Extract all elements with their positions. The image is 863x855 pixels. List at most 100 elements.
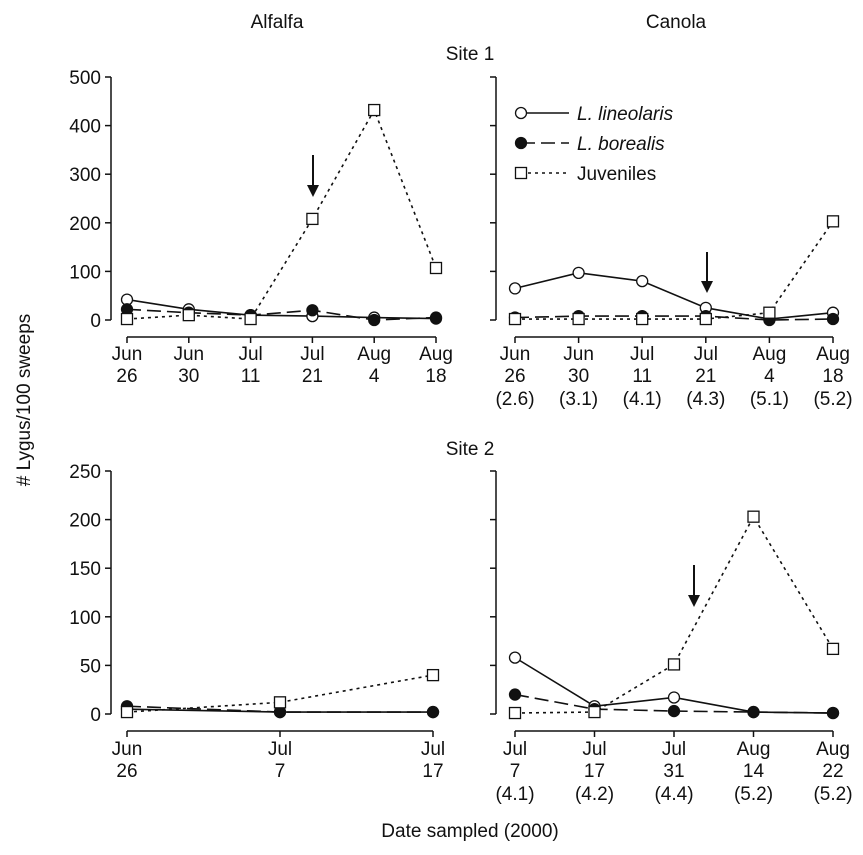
marker (826, 215, 840, 228)
x-tick-label: Jun 26 (500, 344, 531, 387)
series-line (514, 315, 834, 321)
marker (182, 308, 195, 322)
x-tick-note: (4.4) (654, 784, 693, 805)
y-tick-label: 200 (69, 511, 101, 532)
x-tick-label: Jul 7 (268, 739, 292, 782)
marker (368, 313, 381, 327)
marker (763, 306, 776, 319)
y-tick-label: 150 (69, 559, 101, 580)
y-tick-label: 500 (69, 68, 101, 89)
x-tick-label: Aug 18 (419, 344, 453, 387)
y-tick-label: 100 (69, 262, 101, 283)
x-tick-label: Jun 30 (563, 344, 594, 387)
series-line (514, 515, 834, 714)
x-tick-label: Jun 26 (112, 739, 143, 782)
y-tick-label: 0 (90, 311, 101, 332)
x-tick-note: (2.6) (495, 389, 534, 410)
x-tick-note: (5.1) (750, 389, 789, 410)
marker (508, 651, 522, 664)
marker (667, 658, 681, 671)
x-tick-label: Jul 7 (503, 739, 527, 782)
legend-label: Juveniles (577, 164, 656, 185)
series-line (126, 108, 437, 320)
legend-label: L. lineolaris (577, 104, 674, 125)
marker (699, 312, 712, 326)
y-tick-label: 100 (69, 608, 101, 629)
x-tick-note: (5.2) (813, 784, 852, 805)
x-tick-label: Aug 18 (816, 344, 850, 387)
series-line (126, 308, 437, 321)
arrow-head (688, 595, 700, 607)
marker (120, 312, 134, 326)
marker (588, 705, 601, 719)
series-line (515, 220, 834, 320)
marker (429, 261, 443, 275)
marker (306, 304, 319, 317)
marker (508, 688, 522, 701)
x-tick-label: Jul 17 (421, 739, 445, 782)
x-tick-note: (4.1) (495, 784, 534, 805)
marker (508, 282, 522, 295)
x-tick-note: (3.1) (559, 389, 598, 410)
column-title: Canola (646, 12, 707, 33)
marker (826, 706, 840, 720)
marker (667, 704, 681, 718)
marker (826, 642, 840, 656)
marker (508, 706, 522, 720)
x-tick-note: (4.2) (575, 784, 614, 805)
y-axis-label: # Lygus/100 sweeps (14, 314, 35, 487)
row-title: Site 2 (446, 439, 495, 460)
x-tick-label: Jul 31 (662, 739, 686, 782)
x-axis-label: Date sampled (2000) (381, 821, 558, 842)
y-tick-label: 250 (69, 462, 101, 483)
legend-label: L. borealis (577, 134, 665, 155)
x-tick-label: Aug 14 (737, 739, 771, 782)
marker (747, 705, 760, 719)
column-title: Alfalfa (251, 12, 304, 33)
marker (514, 106, 528, 120)
marker (426, 705, 440, 719)
arrow-head (701, 281, 713, 293)
y-tick-label: 50 (80, 656, 101, 677)
x-tick-label: Jun 30 (173, 344, 204, 387)
x-tick-label: Jul 11 (630, 344, 654, 387)
series-line (514, 272, 834, 320)
marker (508, 312, 522, 326)
x-tick-label: Aug 4 (357, 344, 391, 387)
marker (273, 696, 287, 709)
y-tick-label: 300 (69, 165, 101, 186)
marker (244, 312, 257, 326)
x-tick-label: Jul 21 (694, 344, 718, 387)
marker (120, 705, 134, 719)
x-tick-label: Jul 11 (238, 344, 262, 387)
marker (667, 691, 681, 704)
marker (429, 311, 443, 324)
x-tick-note: (4.1) (623, 389, 662, 410)
marker (636, 312, 649, 326)
x-tick-note: (4.3) (686, 389, 725, 410)
x-tick-label: Aug 4 (752, 344, 786, 387)
marker (306, 212, 319, 226)
x-tick-label: Jul 21 (300, 344, 324, 387)
marker (368, 103, 381, 117)
y-tick-label: 400 (69, 117, 101, 138)
marker (514, 136, 528, 150)
row-title: Site 1 (446, 44, 495, 65)
y-tick-label: 0 (90, 705, 101, 726)
x-tick-label: Jun 26 (112, 344, 143, 387)
marker (747, 510, 760, 523)
marker (572, 312, 585, 326)
arrow-head (307, 185, 319, 197)
marker (826, 312, 840, 326)
series-line (126, 298, 437, 320)
x-tick-note: (5.2) (813, 389, 852, 410)
marker (572, 266, 585, 280)
marker (514, 166, 528, 180)
x-tick-label: Aug 22 (816, 739, 850, 782)
series-line (126, 674, 434, 713)
x-tick-label: Jul 17 (582, 739, 606, 782)
marker (636, 274, 649, 288)
y-tick-label: 200 (69, 214, 101, 235)
marker (426, 668, 440, 682)
